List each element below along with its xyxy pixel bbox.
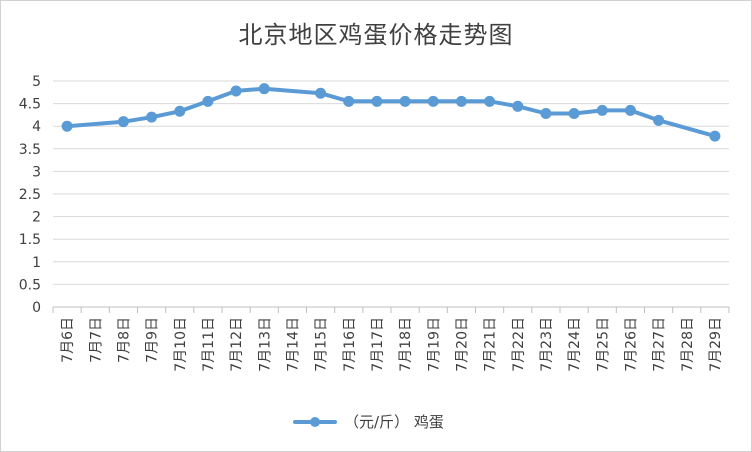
data-point [146,111,158,123]
data-point [484,95,496,107]
data-point [174,105,186,117]
x-tick-label: 7月25日 [595,317,611,372]
legend-point-marker [310,417,320,427]
data-point [371,95,383,107]
x-tick-label: 7月23日 [539,317,555,372]
y-tick-label: 1.5 [19,232,41,248]
x-tick-label: 7月20日 [454,317,470,372]
y-tick-label: 0 [32,300,41,316]
y-tick-label: 0.5 [19,277,41,293]
data-point [540,108,552,120]
series-line [65,86,717,139]
data-point [258,83,270,95]
gridlines [53,80,729,285]
x-tick-label: 7月29日 [708,317,724,372]
x-tick-label: 7月7日 [88,317,104,363]
x-tick-label: 7月13日 [257,317,273,372]
data-point [596,104,608,116]
y-tick-label: 4.5 [19,97,41,113]
x-tick-label: 7月28日 [680,317,696,372]
data-point [455,95,467,107]
data-point [230,85,242,97]
x-tick-label: 7月17日 [370,317,386,372]
data-point [568,108,580,120]
y-tick-labels: 0 0.5 1 1.5 2 2.5 3 3.5 4 4.5 5 [19,74,41,316]
x-tick-label: 7月18日 [398,317,414,372]
x-tick-label: 7月19日 [426,317,442,372]
x-tick-label: 7月27日 [652,317,668,372]
data-points [61,83,721,142]
x-tick-label: 7月26日 [623,317,639,372]
data-point [709,130,721,142]
data-point [117,116,129,128]
x-tick-label: 7月11日 [201,317,217,372]
x-tick-label: 7月22日 [511,317,527,372]
data-point [624,104,636,116]
x-tick-label: 7月9日 [145,317,161,363]
data-point [399,95,411,107]
y-tick-label: 2.5 [19,187,41,203]
x-tick-label: 7月24日 [567,317,583,372]
x-tick-label: 7月21日 [483,317,499,372]
y-tick-label: 3 [32,164,41,180]
y-tick-label: 5 [32,74,41,90]
x-tick-label: 7月14日 [285,317,301,372]
x-tick-labels: 7月6日 7月7日 7月8日 7月9日 7月10日 7月11日 7月12日 7月13日 7月14… [60,317,724,372]
y-tick-label: 1 [32,255,41,271]
data-point [427,95,439,107]
legend: （元/斤） 鸡蛋 [293,413,444,431]
x-tick-label: 7月8日 [116,317,132,363]
x-tick-label: 7月15日 [314,317,330,372]
data-point [202,95,214,107]
x-tick-label: 7月12日 [229,317,245,372]
data-point [315,87,327,99]
x-tick-label: 7月10日 [173,317,189,372]
y-tick-label: 4 [32,119,41,135]
series-lines [65,86,717,139]
x-tick-label: 7月16日 [342,317,358,372]
y-tick-label: 3.5 [19,142,41,158]
axes [52,306,730,313]
legend-entry: （元/斤） 鸡蛋 [344,413,444,431]
y-tick-label: 2 [32,210,41,226]
data-point [512,100,524,112]
data-point [343,95,355,107]
chart-title: 北京地区鸡蛋价格走势图 [238,21,514,49]
data-point [61,120,73,132]
data-point [653,114,665,126]
x-tick-label: 7月6日 [60,317,76,363]
